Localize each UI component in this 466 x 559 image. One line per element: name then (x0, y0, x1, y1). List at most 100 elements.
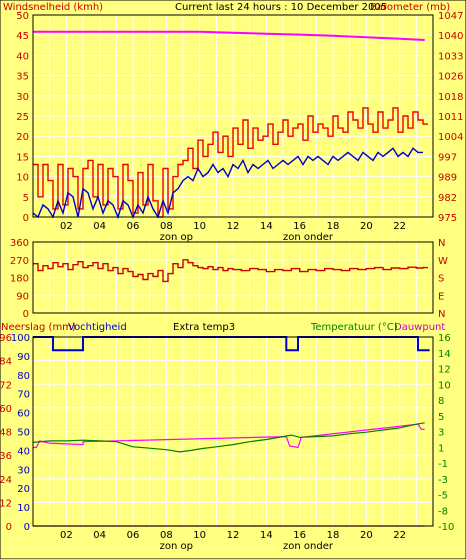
left-tick-label: 48 (0, 428, 12, 439)
x-tick-label: 10 (193, 221, 206, 232)
right-tick-label: 1 (438, 443, 444, 454)
right-tick-label: 5 (438, 412, 444, 423)
x-tick-label: 08 (160, 530, 173, 541)
sun-label: zon op (160, 541, 193, 552)
x-tick-label: 16 (293, 221, 306, 232)
sun-label: zon onder (283, 541, 334, 552)
climate-x-ticks: 02 04 06 08 10 12 14 16 18 20 22 (60, 530, 406, 541)
humidity-tick-label: 0 (24, 522, 30, 533)
climate-plot-frame (32, 336, 434, 527)
gust-line (33, 107, 428, 218)
left-tick-label: 0 (6, 522, 12, 533)
right-tick-label: S (438, 274, 444, 285)
left-tick-label: 30 (16, 92, 29, 103)
right-tick-label: -5 (438, 491, 448, 502)
right-tick-label: W (438, 256, 448, 267)
dewpoint-axis-title: Dauwpunt (394, 322, 445, 333)
left-tick-label: 72 (0, 380, 12, 391)
left-tick-label: 90 (16, 291, 29, 302)
barometer-ticks: 975 982 989 997 1004 1011 1018 1026 1033 1040 1047 (438, 11, 463, 224)
right-tick-label: 16 (438, 333, 451, 344)
right-tick-label: 975 (438, 213, 457, 224)
humidity-tick-label: 80 (17, 371, 30, 382)
left-tick-label: 360 (10, 238, 29, 249)
direction-plot-frame (32, 241, 434, 314)
right-tick-label: -1 (438, 459, 448, 470)
right-tick-label: 1033 (438, 51, 463, 62)
humidity-tick-label: 60 (17, 409, 30, 420)
left-tick-label: 10 (16, 173, 29, 184)
wind-sun-labels: zon op zon onder (160, 232, 334, 243)
x-tick-label: 14 (260, 530, 273, 541)
right-tick-label: -3 (438, 475, 448, 486)
x-tick-label: 12 (227, 530, 240, 541)
x-tick-label: 12 (227, 221, 240, 232)
x-tick-label: 18 (327, 221, 340, 232)
left-tick-label: 20 (16, 132, 29, 143)
humidity-axis-title: Vochtigheid (68, 322, 127, 333)
climate-grid (33, 337, 433, 526)
left-tick-label: 5 (23, 193, 29, 204)
left-tick-label: 96 (0, 333, 12, 344)
right-tick-label: 1040 (438, 31, 463, 42)
x-tick-label: 22 (393, 530, 406, 541)
x-tick-label: 04 (93, 221, 106, 232)
wind-speed-axis-title: Windsnelheid (kmh) (3, 2, 103, 13)
x-tick-label: 22 (393, 221, 406, 232)
sun-label: zon onder (283, 232, 334, 243)
right-tick-label: 1026 (438, 72, 463, 83)
direction-series (33, 259, 428, 283)
barometer-axis-title: Barometer (mb) (370, 2, 450, 13)
temperature-ticks: -10 -8 -5 -3 -1 1 3 5 8 10 12 14 16 (438, 333, 454, 533)
temperature-line (32, 422, 425, 453)
humidity-tick-label: 50 (17, 428, 30, 439)
barometer-line (33, 30, 425, 41)
x-tick-label: 06 (127, 530, 140, 541)
right-tick-label: 1011 (438, 112, 463, 123)
left-tick-label: 60 (0, 404, 12, 415)
humidity-tick-label: 40 (17, 446, 30, 457)
wind_direction-line (33, 259, 428, 283)
x-tick-label: 06 (127, 221, 140, 232)
right-tick-label: 3 (438, 428, 444, 439)
wind-plot-frame (32, 14, 434, 218)
right-tick-label: N (438, 309, 445, 320)
x-tick-label: 02 (60, 221, 73, 232)
left-tick-label: 25 (16, 112, 29, 123)
x-tick-label: 16 (293, 530, 306, 541)
humidity-ticks: 0 10 20 30 40 50 60 70 80 90 100 (11, 333, 30, 533)
right-tick-label: -10 (438, 522, 454, 533)
left-tick-label: 45 (16, 31, 29, 42)
left-tick-label: 270 (10, 256, 29, 267)
humidity-tick-label: 100 (11, 333, 30, 344)
right-tick-label: 8 (438, 396, 444, 407)
humidity-line (33, 336, 430, 352)
right-tick-label: 1047 (438, 11, 463, 22)
right-tick-label: -8 (438, 506, 448, 517)
direction-grid (33, 242, 433, 313)
x-tick-label: 10 (193, 530, 206, 541)
direction-degree-ticks: 0 90 180 270 360 (10, 238, 29, 320)
left-tick-label: 0 (23, 309, 29, 320)
rain-ticks: 0 12 24 36 48 60 72 84 96 (0, 333, 12, 533)
x-tick-label: 20 (360, 221, 373, 232)
x-tick-label: 20 (360, 530, 373, 541)
x-tick-label: 18 (327, 530, 340, 541)
x-tick-label: 14 (260, 221, 273, 232)
humidity-tick-label: 90 (17, 352, 30, 363)
humidity-tick-label: 10 (17, 503, 30, 514)
x-tick-label: 02 (60, 530, 73, 541)
sun-label: zon op (160, 232, 193, 243)
right-tick-label: 1018 (438, 92, 463, 103)
temperature-axis-title: Temperatuur (°C) (310, 322, 398, 333)
wind-line (32, 147, 423, 220)
wind-series (32, 30, 428, 220)
right-tick-label: 12 (438, 365, 451, 376)
x-tick-label: 08 (160, 221, 173, 232)
left-tick-label: 40 (16, 51, 29, 62)
wind-chart-title: Current last 24 hours : 10 December 2005 (175, 2, 387, 13)
left-tick-label: 50 (16, 11, 29, 22)
left-tick-label: 0 (23, 213, 29, 224)
rain-axis-title: Neerslag (mm) (1, 322, 76, 333)
